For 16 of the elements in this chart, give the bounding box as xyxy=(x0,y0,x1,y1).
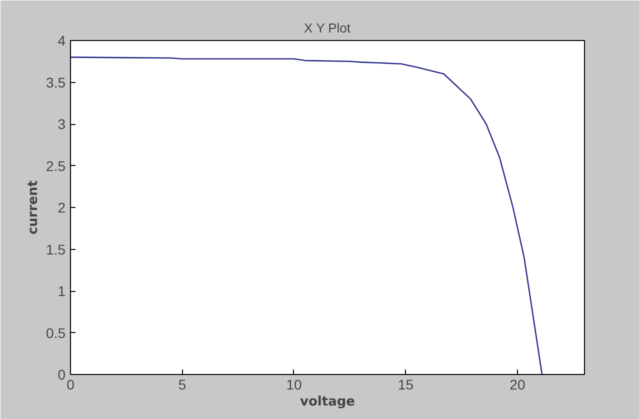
x-axis-title: voltage xyxy=(300,394,356,410)
y-tick-label: 1.5 xyxy=(46,241,66,258)
y-tick-label: 1 xyxy=(58,283,66,299)
chart-title: X Y Plot xyxy=(304,20,351,36)
y-tick-label: 2 xyxy=(58,200,66,216)
y-tick-label: 3 xyxy=(58,116,66,132)
x-tick-label: 10 xyxy=(286,376,302,392)
x-tick-label: 20 xyxy=(510,376,526,392)
y-tick-label: 2.5 xyxy=(46,158,66,174)
x-tick-label: 15 xyxy=(398,376,414,392)
y-tick-label: 4 xyxy=(58,32,66,48)
y-tick-label: 3.5 xyxy=(46,74,66,90)
y-tick-label: 0 xyxy=(58,366,66,382)
x-tick-label: 5 xyxy=(178,376,186,392)
y-tick-label: 0.5 xyxy=(46,324,66,341)
y-axis-title: current xyxy=(26,180,42,235)
